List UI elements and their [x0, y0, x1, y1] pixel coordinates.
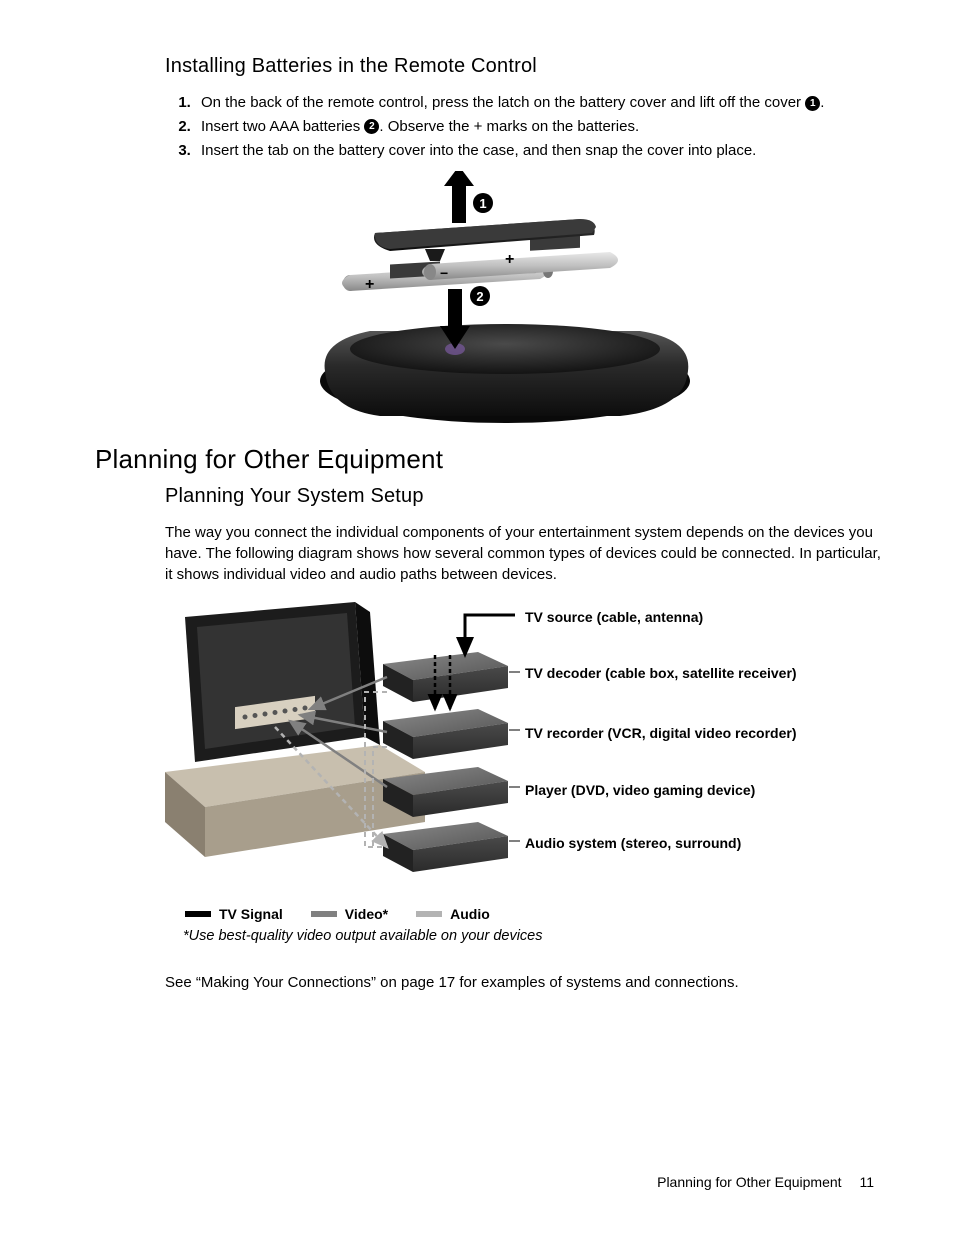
legend-label: Video*: [345, 906, 388, 922]
step-1: On the back of the remote control, press…: [195, 92, 884, 114]
followup-paragraph: See “Making Your Connections” on page 17…: [165, 972, 884, 993]
callout-2-icon: 2: [364, 119, 379, 134]
svg-text:+: +: [365, 276, 374, 293]
diagram-legend: TV Signal Video* Audio: [165, 906, 845, 922]
page-footer: Planning for Other Equipment 11: [657, 1174, 874, 1190]
label-tv-recorder: TV recorder (VCR, digital video recorder…: [525, 725, 797, 741]
svg-text:−: −: [440, 265, 448, 281]
swatch-icon: [416, 911, 442, 917]
label-audio-system: Audio system (stereo, surround): [525, 835, 741, 851]
device-box: [383, 822, 508, 872]
legend-audio: Audio: [416, 906, 490, 922]
callout-1-icon: 1: [805, 96, 820, 111]
diagram-footnote: *Use best-quality video output available…: [183, 928, 884, 944]
step-text: Insert the tab on the battery cover into…: [201, 142, 756, 159]
legend-label: TV Signal: [219, 906, 283, 922]
swatch-icon: [311, 911, 337, 917]
footer-section-title: Planning for Other Equipment: [657, 1174, 841, 1190]
step-text: Insert two AAA batteries: [201, 118, 364, 135]
legend-tv-signal: TV Signal: [185, 906, 283, 922]
swatch-icon: [185, 911, 211, 917]
heading-planning-equipment: Planning for Other Equipment: [95, 444, 884, 475]
device-box: [383, 709, 508, 759]
svg-text:+: +: [505, 251, 514, 268]
step-3: Insert the tab on the battery cover into…: [195, 140, 884, 162]
legend-label: Audio: [450, 906, 490, 922]
figure-connection-diagram: TV source (cable, antenna) TV decoder (c…: [165, 597, 845, 922]
heading-install-batteries: Installing Batteries in the Remote Contr…: [165, 55, 884, 78]
label-tv-decoder: TV decoder (cable box, satellite receive…: [525, 665, 797, 681]
step-text: On the back of the remote control, press…: [201, 94, 805, 111]
footer-page-number: 11: [859, 1174, 874, 1190]
tv-icon: [185, 602, 380, 762]
svg-text:1: 1: [479, 196, 486, 211]
steps-list: On the back of the remote control, press…: [165, 92, 884, 161]
step-text-post: . Observe the + marks on the batteries.: [379, 118, 639, 135]
label-player: Player (DVD, video gaming device): [525, 782, 755, 798]
step-2: Insert two AAA batteries 2. Observe the …: [195, 116, 884, 138]
heading-planning-setup: Planning Your System Setup: [165, 485, 884, 508]
label-tv-source: TV source (cable, antenna): [525, 609, 703, 625]
device-box: [383, 652, 508, 702]
step-text-post: .: [820, 94, 824, 111]
intro-paragraph: The way you connect the individual compo…: [165, 522, 884, 585]
svg-text:2: 2: [476, 289, 483, 304]
figure-remote-batteries: 2 + − + −: [280, 171, 700, 426]
legend-video: Video*: [311, 906, 388, 922]
